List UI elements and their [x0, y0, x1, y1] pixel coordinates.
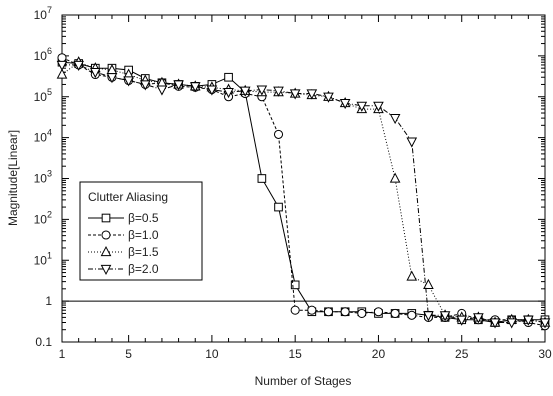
x-axis-label: Number of Stages — [255, 374, 352, 388]
series-layer — [56, 53, 551, 331]
legend-item: β=0.5 — [88, 211, 159, 225]
data-point — [306, 89, 318, 100]
data-point — [106, 73, 118, 84]
y-tick-label: 106 — [34, 46, 52, 63]
data-point — [290, 280, 300, 290]
legend-item: β=1.0 — [88, 228, 159, 242]
y-axis-label: Magnitude[Linear] — [6, 130, 20, 226]
data-point — [223, 87, 234, 99]
data-point — [307, 305, 317, 315]
x-tick-label: 1 — [59, 347, 66, 361]
data-point — [356, 101, 368, 112]
data-point — [139, 80, 151, 91]
data-point — [423, 278, 434, 289]
data-point — [224, 72, 233, 82]
data-point — [239, 86, 251, 97]
data-point — [323, 92, 334, 103]
series-line — [61, 61, 546, 324]
legend-items: β=0.5 β=1.0 β=1.5 β=2.0 — [88, 211, 159, 276]
legend-label: β=1.5 — [128, 245, 159, 259]
data-point — [274, 202, 283, 212]
legend: Clutter Aliasing β=0.5 β=1.0 β=1.5 β=2.0 — [79, 181, 203, 281]
y-tick-label: 103 — [34, 169, 52, 186]
x-tick-label: 30 — [538, 347, 552, 361]
x-tick-label: 25 — [455, 347, 469, 361]
data-point — [189, 82, 201, 93]
y-tick-label: 105 — [34, 87, 52, 104]
y-tick-labels: 0.1 1 101 102 103 104 105 106 107 — [34, 5, 53, 349]
data-point — [173, 80, 184, 91]
data-point — [373, 307, 383, 317]
y-tick-label: 1 — [45, 294, 52, 308]
legend-marker — [101, 230, 111, 240]
y-tick-label: 101 — [34, 250, 52, 267]
data-point — [156, 85, 168, 96]
x-tick-label: 10 — [205, 347, 219, 361]
data-point — [523, 315, 534, 326]
y-tick-label: 102 — [34, 209, 52, 226]
data-point — [389, 172, 401, 183]
data-point — [339, 98, 351, 110]
data-point — [373, 101, 384, 112]
data-point — [439, 311, 451, 322]
series-4 — [56, 60, 551, 329]
legend-label: β=1.0 — [128, 228, 159, 242]
data-point — [406, 137, 418, 148]
x-tick-label: 20 — [372, 347, 386, 361]
plot-frame — [61, 14, 546, 343]
data-point — [390, 308, 400, 318]
data-point — [73, 60, 84, 71]
data-point — [206, 85, 218, 96]
data-point — [423, 311, 434, 322]
data-point — [407, 310, 417, 320]
axis-ticks — [61, 14, 546, 343]
data-point — [289, 89, 301, 100]
legend-marker — [100, 245, 112, 257]
x-tick-label: 5 — [125, 347, 132, 361]
data-point — [256, 85, 268, 96]
data-point — [290, 305, 300, 315]
data-point — [57, 53, 67, 63]
data-point — [389, 114, 401, 125]
data-point — [89, 68, 101, 79]
data-point — [257, 174, 267, 183]
data-point — [273, 86, 284, 97]
legend-title: Clutter Aliasing — [88, 190, 168, 204]
data-point — [406, 270, 418, 281]
y-tick-label: 104 — [34, 128, 52, 145]
legend-box — [79, 181, 203, 281]
data-point — [56, 68, 68, 79]
data-point — [123, 76, 134, 87]
y-tick-label: 0.1 — [35, 335, 52, 349]
data-point — [273, 129, 284, 139]
data-point — [340, 307, 350, 317]
legend-label: β=0.5 — [128, 211, 159, 225]
data-point — [323, 307, 334, 317]
data-point — [456, 315, 468, 326]
data-point — [539, 318, 551, 329]
data-point — [56, 60, 68, 71]
data-point — [357, 308, 367, 318]
legend-label: β=2.0 — [128, 262, 159, 276]
data-point — [489, 318, 501, 329]
data-point — [506, 318, 518, 329]
data-point — [473, 313, 484, 324]
legend-item: β=2.0 — [88, 262, 159, 276]
y-tick-label: 107 — [34, 5, 52, 22]
x-tick-labels: 1 5 10 15 20 25 30 — [59, 347, 552, 361]
legend-marker — [101, 213, 111, 223]
legend-item: β=1.5 — [88, 245, 159, 259]
legend-marker — [100, 264, 112, 276]
x-tick-label: 15 — [288, 347, 302, 361]
